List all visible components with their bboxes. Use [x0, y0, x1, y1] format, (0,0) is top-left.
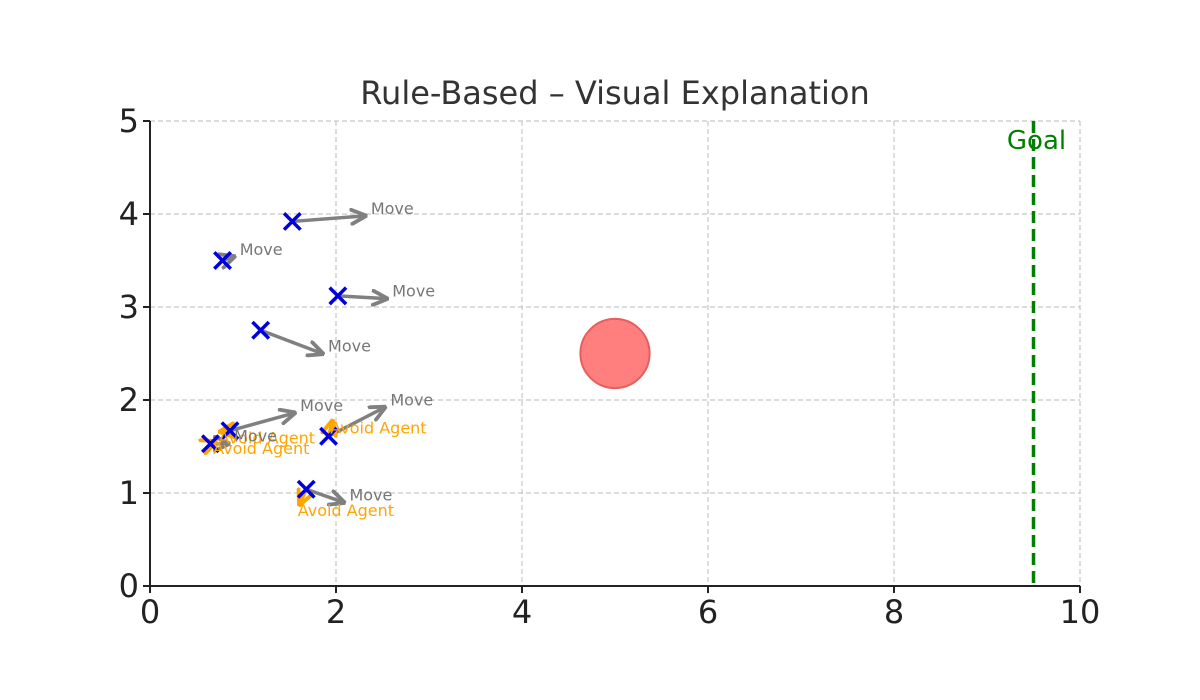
move-label: Move	[392, 282, 435, 301]
x-tick-label: 10	[1060, 593, 1101, 631]
move-label: Move	[349, 485, 392, 504]
avoid-label: Avoid Agent	[298, 501, 394, 520]
x-tick-label: 8	[884, 593, 904, 631]
axes: 0 2 4 6 8 10 0 1 2 3 4 5	[119, 102, 1101, 631]
y-tick-label: 4	[119, 195, 139, 233]
agent-marker-stroke	[220, 421, 240, 441]
agent-marker	[251, 320, 271, 340]
x-tick-label: 2	[326, 593, 346, 631]
goal-group: Goal	[1007, 121, 1066, 586]
agent-marker-stroke	[200, 434, 220, 454]
agent-marker	[296, 479, 316, 499]
move-label: Move	[240, 240, 283, 259]
agent-marker-stroke	[251, 320, 271, 340]
y-tick-label: 5	[119, 102, 139, 140]
move-arrow	[260, 328, 322, 353]
agent-marker-stroke	[296, 479, 316, 499]
y-tick-label: 2	[119, 381, 139, 419]
goal-label: Goal	[1007, 126, 1066, 156]
avoid-label: Avoid Agent	[213, 439, 309, 458]
move-label: Move	[390, 390, 433, 409]
move-label: Move	[328, 337, 371, 356]
arrows-group	[210, 216, 386, 504]
move-label: Move	[234, 427, 277, 446]
agent-marker-stroke	[282, 211, 302, 231]
obstacle-group	[579, 317, 651, 390]
move-arrow	[292, 216, 365, 222]
obstacle-circle	[579, 317, 651, 390]
agent-marker	[213, 251, 233, 270]
avoid-label: Avoid Agent	[219, 429, 315, 448]
move-arrow	[337, 296, 386, 299]
move-arrow	[229, 413, 294, 433]
x-tick-label: 4	[512, 593, 532, 631]
chart-title: Rule-Based – Visual Explanation	[360, 74, 870, 112]
agent-marker	[200, 434, 220, 454]
y-tick-label: 1	[119, 474, 139, 512]
agent-marker	[220, 421, 240, 441]
agent-marker-stroke	[213, 251, 233, 270]
y-tick-label: 0	[119, 567, 139, 605]
agent-marker	[319, 426, 339, 446]
move-label: Move	[300, 396, 343, 415]
agent-marker	[282, 211, 302, 231]
x-tick-label: 6	[698, 593, 718, 631]
move-label: Move	[371, 199, 414, 218]
x-tick-label: 0	[140, 593, 160, 631]
agent-marker	[328, 286, 348, 306]
y-tick-label: 3	[119, 288, 139, 326]
agent-marker-stroke	[328, 286, 348, 306]
agents-group	[200, 211, 348, 499]
agent-marker-stroke	[319, 426, 339, 446]
avoid-label: Avoid Agent	[330, 418, 426, 437]
